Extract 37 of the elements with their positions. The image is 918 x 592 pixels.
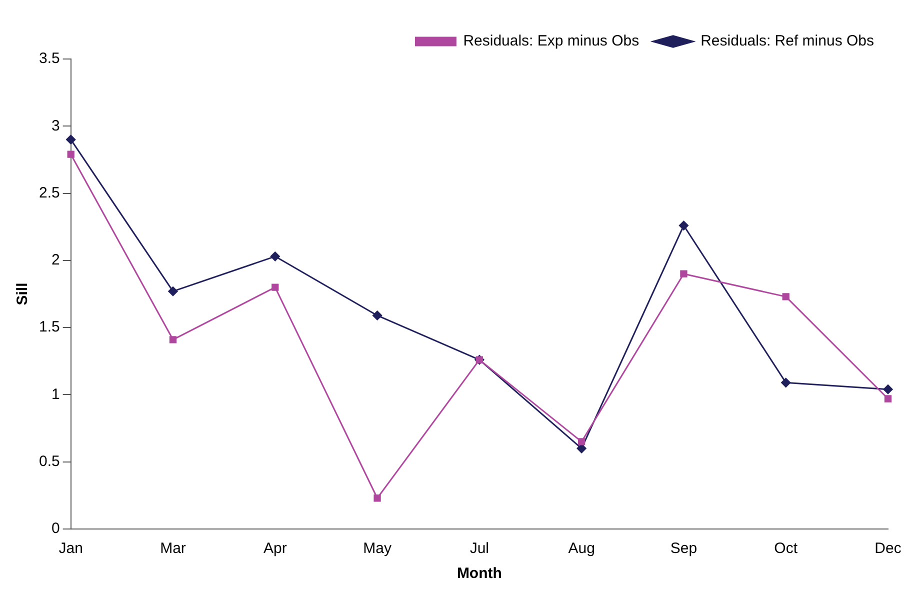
point (270, 252, 280, 262)
y-axis-title: Sill (14, 282, 32, 306)
y-tick-label: 1.5 (38, 318, 60, 336)
x-tick-label: Dec (874, 540, 902, 558)
y-tick-label: 3.5 (38, 50, 60, 68)
point (781, 378, 791, 388)
y-tick-label: 0 (52, 520, 60, 538)
point (782, 293, 790, 300)
x-tick-label: Oct (774, 540, 798, 558)
y-tick-label: 3 (52, 117, 60, 134)
x-tick-label: Aug (568, 540, 595, 558)
point (578, 438, 586, 446)
point (168, 286, 178, 296)
x-tick-label: Sep (670, 540, 698, 558)
x-axis-title: Month (456, 565, 502, 582)
x-tick-label: Jul (470, 540, 490, 558)
legend-label: Residuals: Ref minus Obs (700, 32, 874, 50)
point (67, 150, 74, 158)
point (680, 270, 688, 278)
legend-label: Residuals: Exp minus Obs (463, 32, 640, 50)
point (272, 284, 279, 291)
y-tick-label: 0.5 (38, 453, 60, 470)
x-tick-label: Mar (160, 540, 186, 558)
x-tick-label: Apr (263, 540, 287, 558)
point (576, 444, 586, 454)
point (374, 494, 381, 502)
point (884, 395, 892, 402)
x-tick-label: May (363, 540, 392, 558)
point (169, 336, 177, 344)
point (372, 310, 382, 320)
point (678, 220, 688, 230)
y-tick-label: 2 (52, 252, 60, 269)
y-tick-label: 1 (52, 386, 60, 403)
y-tick-label: 2.5 (38, 184, 60, 202)
point (883, 384, 893, 394)
point (66, 134, 76, 144)
x-tick-label: Jan (58, 540, 83, 558)
